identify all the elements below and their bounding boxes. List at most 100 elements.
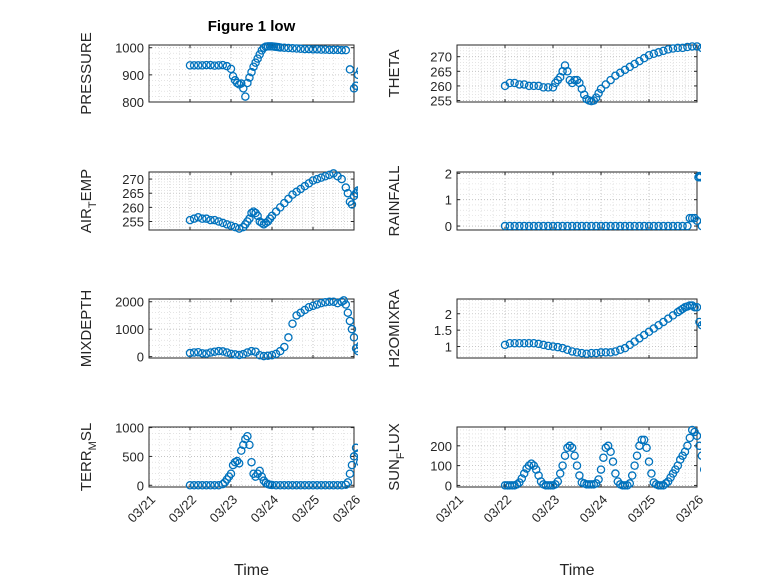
data-point	[505, 78, 515, 88]
subplot-pressure: 800 900 1000 PRESSURE Figure 1 low	[78, 18, 368, 115]
data-point	[280, 481, 289, 490]
data-point	[347, 324, 357, 334]
data-point	[510, 78, 519, 88]
data-point	[572, 348, 582, 357]
y-tick-label: 2	[445, 307, 452, 322]
data-point	[288, 44, 297, 53]
data-point	[611, 221, 620, 231]
axes-box	[456, 426, 698, 488]
y-tick-label: 255	[430, 94, 452, 109]
y-tick-label: 265	[122, 186, 144, 201]
data-point	[703, 318, 710, 325]
data-point	[690, 213, 699, 223]
data-point	[539, 221, 548, 231]
data-point	[632, 451, 642, 460]
data-point	[699, 320, 701, 327]
data-point	[226, 221, 236, 231]
data-point	[565, 441, 575, 451]
subplot-rainfall: 0 1 2 RAINFALL	[386, 166, 701, 237]
data-point	[284, 43, 293, 53]
data-point	[620, 481, 630, 490]
y-tick-label: 1.5	[434, 323, 452, 338]
data-point	[690, 302, 699, 312]
data-point	[548, 342, 558, 351]
y-tick-label: 2	[445, 166, 452, 181]
data-point	[355, 186, 358, 195]
y-axis-label: RAINFALL	[386, 166, 403, 237]
data-point	[312, 45, 322, 54]
data-point	[189, 214, 199, 223]
data-point	[257, 472, 266, 481]
data-point	[563, 67, 572, 76]
data-point	[654, 48, 663, 57]
data-point	[553, 477, 563, 486]
data-point	[596, 348, 606, 357]
data-point	[239, 84, 248, 93]
data-point	[275, 43, 285, 52]
data-point	[185, 481, 195, 490]
x-tick-label: 03/23	[207, 492, 241, 526]
data-point	[587, 348, 596, 358]
data-point	[312, 300, 322, 309]
data-point	[234, 224, 244, 233]
data-point	[341, 300, 351, 309]
data-point	[361, 187, 368, 194]
data-point	[668, 44, 678, 53]
data-point	[329, 481, 338, 490]
data-point	[697, 451, 701, 460]
data-point	[361, 64, 368, 71]
data-point	[329, 45, 338, 55]
data-point	[524, 81, 534, 91]
y-tick-label: 100	[430, 459, 452, 474]
data-point	[601, 348, 611, 357]
data-point	[185, 61, 195, 70]
data-point	[548, 83, 558, 92]
data-point	[519, 221, 529, 231]
data-point	[579, 90, 589, 99]
y-tick-label: 800	[122, 95, 144, 110]
data-point	[692, 216, 701, 226]
data-point	[567, 347, 577, 356]
data-point	[222, 348, 232, 357]
data-point	[218, 60, 228, 70]
data-point	[519, 80, 529, 89]
data-point	[210, 61, 219, 70]
data-point	[321, 171, 330, 181]
data-point	[696, 173, 701, 182]
data-point	[351, 443, 358, 453]
axes-box	[456, 298, 698, 359]
x-tick-label: 03/26	[673, 492, 707, 526]
data-point	[325, 45, 334, 55]
data-point	[255, 351, 264, 360]
data-point	[325, 170, 334, 180]
data-point	[572, 461, 582, 470]
axes-box	[148, 426, 355, 488]
data-point	[543, 341, 553, 351]
data-point	[353, 70, 358, 80]
data-point	[687, 301, 697, 310]
data-point	[606, 221, 615, 231]
data-point	[534, 221, 543, 231]
data-point	[500, 340, 510, 350]
data-point	[620, 221, 630, 231]
data-point	[345, 65, 355, 74]
data-point	[705, 315, 712, 322]
y-tick-label: 1	[445, 340, 452, 355]
data-point	[570, 451, 579, 460]
data-point	[659, 46, 668, 56]
x-axis-label: Time	[560, 562, 595, 579]
data-point	[563, 345, 572, 355]
data-point	[647, 469, 656, 478]
y-axis-label: TERRMSL	[78, 423, 99, 491]
data-point	[529, 221, 539, 231]
data-point	[668, 221, 678, 231]
data-point	[304, 44, 314, 54]
y-tick-label: 2000	[115, 295, 144, 310]
data-point	[543, 221, 553, 231]
data-point	[539, 340, 548, 350]
data-point	[193, 481, 203, 490]
y-tick-label: 900	[122, 68, 144, 83]
data-point	[357, 464, 358, 466]
